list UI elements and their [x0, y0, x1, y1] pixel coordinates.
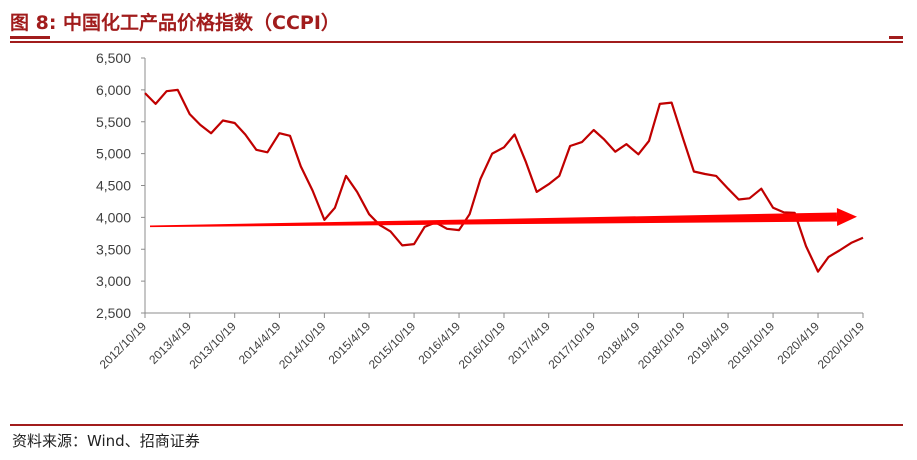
title-rule-left-mark	[10, 36, 50, 39]
figure-title: 图 8: 中国化工产品价格指数（CCPI）	[10, 12, 340, 34]
title-rule-right-mark	[889, 36, 903, 39]
x-tick-label: 2020/10/19	[815, 319, 868, 372]
x-tick-label: 2016/4/19	[416, 319, 464, 367]
y-tick-label: 6,000	[96, 82, 131, 98]
y-axis: 2,500 3,000 3,500 4,000 4,500 5,000 5,500 6,000…	[96, 50, 146, 321]
x-tick-label: 2014/10/19	[276, 319, 329, 372]
x-tick-label: 2012/10/19	[97, 319, 150, 372]
x-tick-label: 2013/4/19	[146, 319, 194, 367]
x-tick-label: 2015/10/19	[366, 319, 419, 372]
trend-arrow-head	[836, 208, 857, 226]
x-tick-label: 2016/10/19	[456, 319, 509, 372]
bottom-rule	[10, 424, 903, 426]
y-tick-label: 3,000	[96, 273, 131, 289]
x-tick-label: 2020/4/19	[775, 319, 823, 367]
x-tick-label: 2014/4/19	[236, 319, 284, 367]
x-tick-label: 2017/10/19	[545, 319, 598, 372]
y-tick-label: 2,500	[96, 305, 131, 321]
y-tick-label: 5,000	[96, 146, 131, 162]
x-tick-label: 2019/10/19	[725, 319, 778, 372]
trend-arrow-shaft	[150, 212, 838, 228]
y-tick-label: 4,500	[96, 178, 131, 194]
x-tick-label: 2019/4/19	[685, 319, 733, 367]
ccpi-line-chart: 2,500 3,000 3,500 4,000 4,500 5,000 5,500 6,000…	[96, 50, 868, 372]
y-tick-label: 5,500	[96, 114, 131, 130]
x-tick-label: 2018/4/19	[595, 319, 643, 367]
x-tick-label: 2015/4/19	[326, 319, 374, 367]
x-tick-label: 2018/10/19	[635, 319, 688, 372]
ccpi-series-line	[144, 88, 864, 273]
source-note: 资料来源：Wind、招商证券	[12, 432, 200, 450]
x-tick-label: 2017/4/19	[505, 319, 553, 367]
series-layer	[144, 88, 864, 273]
x-tick-label: 2013/10/19	[186, 319, 239, 372]
annotation-layer	[150, 208, 857, 228]
y-tick-label: 3,500	[96, 241, 131, 257]
y-tick-label: 4,000	[96, 209, 131, 225]
y-tick-label: 6,500	[96, 50, 131, 66]
title-rule	[10, 41, 903, 43]
x-axis: 2012/10/192013/4/192013/10/192014/4/1920…	[97, 312, 868, 372]
